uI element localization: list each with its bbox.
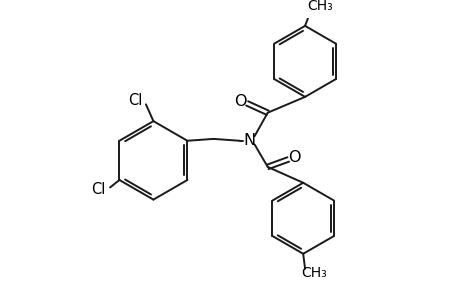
Text: N: N <box>242 133 255 148</box>
Text: Cl: Cl <box>128 93 143 108</box>
Text: CH₃: CH₃ <box>307 0 332 13</box>
Text: CH₃: CH₃ <box>301 266 326 280</box>
Text: O: O <box>288 150 300 165</box>
Text: Cl: Cl <box>90 182 105 197</box>
Text: O: O <box>234 94 246 109</box>
